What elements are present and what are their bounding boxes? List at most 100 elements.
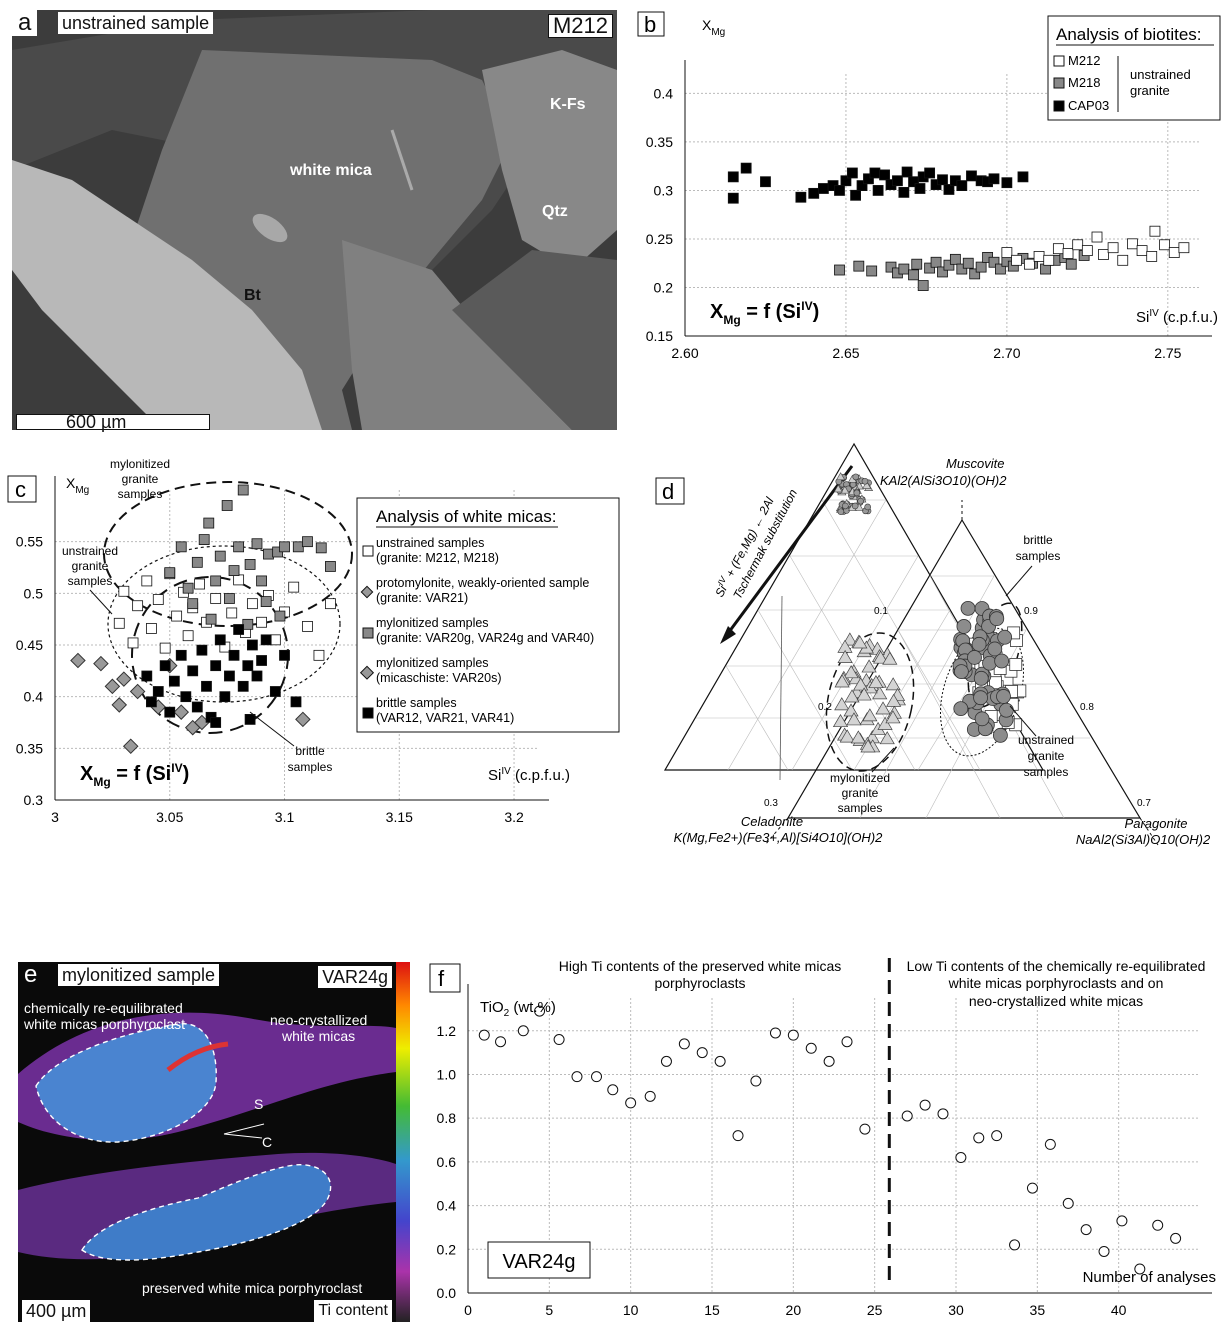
ti-map — [18, 962, 410, 1322]
data-point — [219, 691, 231, 703]
xaxis-label-f: Number of analyses — [1083, 1269, 1216, 1286]
annot-myl-c-2: granite — [122, 472, 159, 486]
legend-c-0-a: unstrained samples — [376, 536, 484, 550]
data-point — [1080, 1224, 1092, 1236]
formula-b-rest: = f (Si — [741, 301, 802, 323]
data-point — [129, 683, 146, 700]
panel-letter-e: e — [24, 961, 38, 988]
x-tick-label: 3.2 — [504, 809, 524, 825]
data-point — [625, 1097, 637, 1109]
y-tick-label: 0.4 — [24, 689, 44, 705]
data-point — [892, 175, 903, 187]
data-point — [93, 655, 109, 672]
data-point — [279, 541, 290, 553]
panel-letter-d: d — [662, 479, 674, 504]
pointer-unstr-c — [89, 589, 113, 615]
data-point — [251, 538, 263, 550]
data-point — [930, 256, 942, 268]
data-point — [1011, 254, 1022, 266]
ternary-point — [953, 701, 969, 717]
data-point — [194, 578, 206, 590]
label-white-mica: white mica — [290, 162, 372, 179]
ternary-point — [852, 635, 868, 649]
y-tick-label: 0.8 — [437, 1110, 457, 1126]
ternary-point — [987, 641, 1003, 657]
ternary-point — [836, 472, 846, 481]
data-point — [846, 167, 858, 179]
data-point — [201, 680, 212, 692]
data-point — [924, 167, 936, 179]
x-tick-label: 2.65 — [832, 345, 859, 361]
data-point — [1116, 1215, 1128, 1227]
formula-c: XMg = f (SiIV) — [80, 761, 189, 789]
data-point — [269, 634, 281, 646]
legend-item-m212: M212 — [1068, 53, 1101, 68]
data-point — [302, 536, 313, 548]
ternary-point — [853, 489, 861, 497]
data-point — [203, 517, 215, 529]
data-point — [246, 639, 258, 651]
ternary-point — [989, 676, 1002, 690]
data-point — [164, 567, 176, 579]
x-tick-label: 3 — [51, 809, 59, 825]
panel-e: e mylonitized sample VAR24g chemically r… — [18, 962, 410, 1322]
sample-a: M212 — [547, 14, 613, 38]
ternary-point — [882, 651, 898, 665]
y-tick-label: 0.3 — [24, 792, 44, 808]
formula-c-sup: IV — [171, 761, 182, 775]
yaxis-label-c-sub: Mg — [75, 485, 89, 496]
data-point — [901, 1110, 913, 1122]
annot-unstr-d-2: granite — [1028, 749, 1065, 763]
sample-box-f — [487, 1241, 591, 1279]
ternary-point — [860, 739, 876, 753]
data-point — [1043, 254, 1055, 266]
ternary-point — [974, 711, 990, 727]
data-point — [991, 1130, 1003, 1142]
data-point — [901, 166, 913, 178]
data-point — [1098, 1245, 1110, 1257]
data-point — [171, 610, 183, 622]
micrograph-a — [12, 10, 617, 430]
y-tick-label: 1.2 — [437, 1023, 457, 1039]
sample-e: VAR24g — [318, 966, 392, 988]
data-point — [242, 660, 254, 672]
data-point — [1081, 245, 1093, 257]
data-point — [1159, 239, 1170, 251]
ternary-point — [842, 502, 849, 510]
data-point — [956, 180, 968, 191]
panel-letter-box-d — [655, 477, 685, 505]
data-point — [159, 642, 171, 654]
x-tick-label: 35 — [1030, 1302, 1046, 1318]
legend-swatch-m212 — [1053, 55, 1065, 67]
legend-swatch-unstrained — [362, 545, 374, 557]
ternary-point — [877, 716, 893, 730]
data-point — [1117, 254, 1129, 266]
data-point — [224, 670, 235, 682]
legend-title-b: Analysis of biotites: — [1056, 25, 1202, 44]
panel-letter-a: a — [12, 10, 38, 36]
legend-swatch-protomylonite — [360, 585, 374, 599]
data-point — [246, 598, 258, 610]
ternary-point — [837, 508, 845, 515]
data-point — [591, 1071, 603, 1083]
data-point — [969, 268, 981, 280]
annot-myl-d-1: mylonitized — [830, 771, 890, 785]
label-paragonite-formula: NaAl2(Si3Al)O10(OH)2 — [1076, 832, 1211, 847]
data-point — [132, 600, 144, 612]
ternary-point — [1009, 658, 1023, 671]
ternary-point — [956, 619, 972, 634]
ternary-point — [862, 708, 878, 722]
label-e-s: S — [254, 1096, 264, 1112]
tick-right-d-3: 0.7 — [1137, 798, 1151, 809]
data-point — [159, 660, 171, 672]
yaxis-label-f-sub: 2 — [504, 1008, 510, 1019]
data-point — [295, 711, 311, 728]
ternary-point — [832, 713, 849, 728]
data-point — [1107, 242, 1119, 254]
ternary-point — [992, 727, 1008, 743]
data-point — [769, 1027, 781, 1039]
yaxis-label-b-main: X — [702, 17, 712, 33]
y-tick-label: 0.45 — [16, 637, 43, 653]
label-celadonite: Celadonite — [741, 814, 803, 829]
data-point — [823, 1055, 835, 1067]
